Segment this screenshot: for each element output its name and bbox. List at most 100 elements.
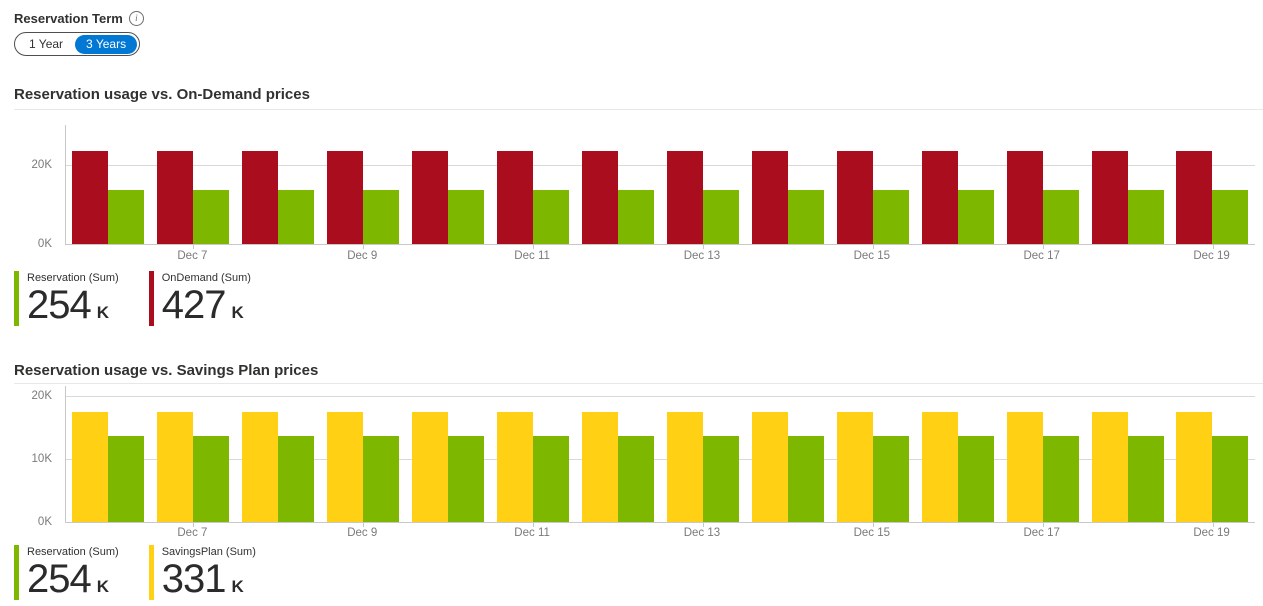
bar-reservation[interactable]: [193, 435, 230, 522]
bar-group: [576, 125, 661, 244]
bar-reservation[interactable]: [1127, 435, 1164, 522]
info-icon[interactable]: i: [128, 11, 144, 26]
bar-group: [236, 386, 321, 522]
bar-savingsplan[interactable]: [581, 412, 618, 522]
bar-group: [1085, 386, 1170, 522]
bar-savingsplan[interactable]: [72, 412, 109, 522]
legend-value: 427 K: [162, 284, 251, 326]
bar-savingsplan[interactable]: [666, 412, 703, 522]
bar-reservation[interactable]: [957, 435, 994, 522]
bar-reservation[interactable]: [533, 189, 570, 244]
toggle-option-1-year[interactable]: 1 Year: [29, 37, 64, 51]
legend-label: SavingsPlan (Sum): [161, 546, 256, 558]
bar-ondemand[interactable]: [497, 150, 534, 244]
bar-reservation[interactable]: [702, 435, 739, 522]
bar-group: [745, 125, 830, 244]
x-axis-tick: [363, 244, 365, 249]
x-axis-label: Dec 11: [514, 527, 550, 539]
bar-reservation[interactable]: [278, 435, 315, 522]
toggle-option-3-years[interactable]: 3 Years: [75, 34, 138, 54]
bar-reservation[interactable]: [957, 189, 994, 244]
bar-group: [745, 386, 830, 522]
x-axis-tick: [193, 244, 195, 249]
y-axis-label: 0K: [37, 238, 52, 250]
bar-ondemand[interactable]: [72, 150, 109, 244]
legend-color-bar: [14, 271, 19, 326]
bar-reservation[interactable]: [363, 189, 400, 244]
bar-reservation[interactable]: [872, 189, 909, 244]
bar-reservation[interactable]: [1212, 435, 1249, 522]
bar-reservation[interactable]: [533, 435, 570, 522]
bar-ondemand[interactable]: [1176, 150, 1213, 244]
bar-savingsplan[interactable]: [836, 412, 873, 522]
ondemand-chart-legend: Reservation (Sum) 254 K OnDemand (Sum) 427 K: [14, 271, 251, 326]
divider: [14, 109, 1263, 110]
bar-savingsplan[interactable]: [497, 412, 534, 522]
bar-group: [66, 125, 151, 244]
legend-item: SavingsPlan (Sum) 331 K: [148, 545, 256, 600]
bar-reservation[interactable]: [617, 189, 654, 244]
bar-savingsplan[interactable]: [412, 412, 449, 522]
y-axis-label: 0K: [37, 516, 52, 528]
bar-reservation[interactable]: [872, 435, 909, 522]
bar-group: [151, 125, 236, 244]
y-axis-label: 20K: [31, 158, 52, 171]
bar-reservation[interactable]: [363, 435, 400, 522]
x-axis-tick: [533, 244, 535, 249]
bar-savingsplan[interactable]: [921, 412, 958, 522]
bar-savingsplan[interactable]: [1006, 412, 1043, 522]
gridline: [66, 164, 1255, 166]
bar-ondemand[interactable]: [412, 150, 449, 244]
bar-ondemand[interactable]: [836, 150, 873, 244]
bar-ondemand[interactable]: [242, 150, 279, 244]
bar-reservation[interactable]: [108, 189, 145, 244]
bar-savingsplan[interactable]: [751, 412, 788, 522]
bar-ondemand[interactable]: [751, 150, 788, 244]
bar-savingsplan[interactable]: [327, 412, 364, 522]
bar-group: [1170, 386, 1255, 522]
savingsplan-chart-x-axis: Dec 7 Dec 9 Dec 11 Dec 13 Dec 15 Dec 17 Dec 19: [65, 525, 1254, 541]
bar-reservation[interactable]: [193, 189, 230, 244]
legend-color-bar: [148, 545, 154, 600]
bar-reservation[interactable]: [787, 435, 824, 522]
x-axis-tick: [872, 522, 874, 527]
bar-ondemand[interactable]: [921, 150, 958, 244]
bar-reservation[interactable]: [787, 189, 824, 244]
x-axis-label: Dec 13: [683, 250, 721, 262]
bar-ondemand[interactable]: [1091, 150, 1128, 244]
x-axis-tick: [1042, 522, 1044, 527]
bar-group: [660, 125, 745, 244]
bar-group: [915, 386, 1000, 522]
bar-savingsplan[interactable]: [157, 412, 194, 522]
bar-reservation[interactable]: [1042, 435, 1079, 522]
savingsplan-chart-legend: Reservation (Sum) 254 K SavingsPlan (Sum) 33…: [14, 545, 256, 600]
bar-group: [151, 386, 236, 522]
x-axis-label: Dec 15: [853, 250, 891, 262]
bar-ondemand[interactable]: [666, 150, 703, 244]
bar-reservation[interactable]: [1127, 189, 1164, 244]
bar-group: [491, 125, 576, 244]
x-axis-label: Dec 9: [347, 250, 378, 262]
ondemand-chart-x-axis: Dec 7 Dec 9 Dec 11 Dec 13 Dec 15 Dec 17 Dec 19: [65, 248, 1254, 264]
bar-reservation[interactable]: [617, 435, 654, 522]
bar-savingsplan[interactable]: [242, 412, 279, 522]
x-axis-label: Dec 7: [177, 250, 208, 262]
bar-reservation[interactable]: [1212, 189, 1249, 244]
bar-reservation[interactable]: [108, 435, 145, 522]
bar-reservation[interactable]: [448, 435, 485, 522]
legend-text: SavingsPlan (Sum) 331 K: [162, 545, 256, 600]
x-axis-label: Dec 13: [683, 527, 721, 539]
bar-savingsplan[interactable]: [1176, 412, 1213, 522]
bar-reservation[interactable]: [1042, 189, 1079, 244]
bar-ondemand[interactable]: [1006, 150, 1043, 244]
bar-ondemand[interactable]: [327, 150, 364, 244]
bar-ondemand[interactable]: [157, 150, 194, 244]
legend-color-bar: [14, 545, 19, 600]
bar-reservation[interactable]: [448, 189, 485, 244]
bar-reservation[interactable]: [278, 189, 315, 244]
bar-savingsplan[interactable]: [1091, 412, 1128, 522]
bar-ondemand[interactable]: [581, 150, 618, 244]
ondemand-chart-plot: [65, 125, 1255, 249]
bar-reservation[interactable]: [702, 189, 739, 244]
